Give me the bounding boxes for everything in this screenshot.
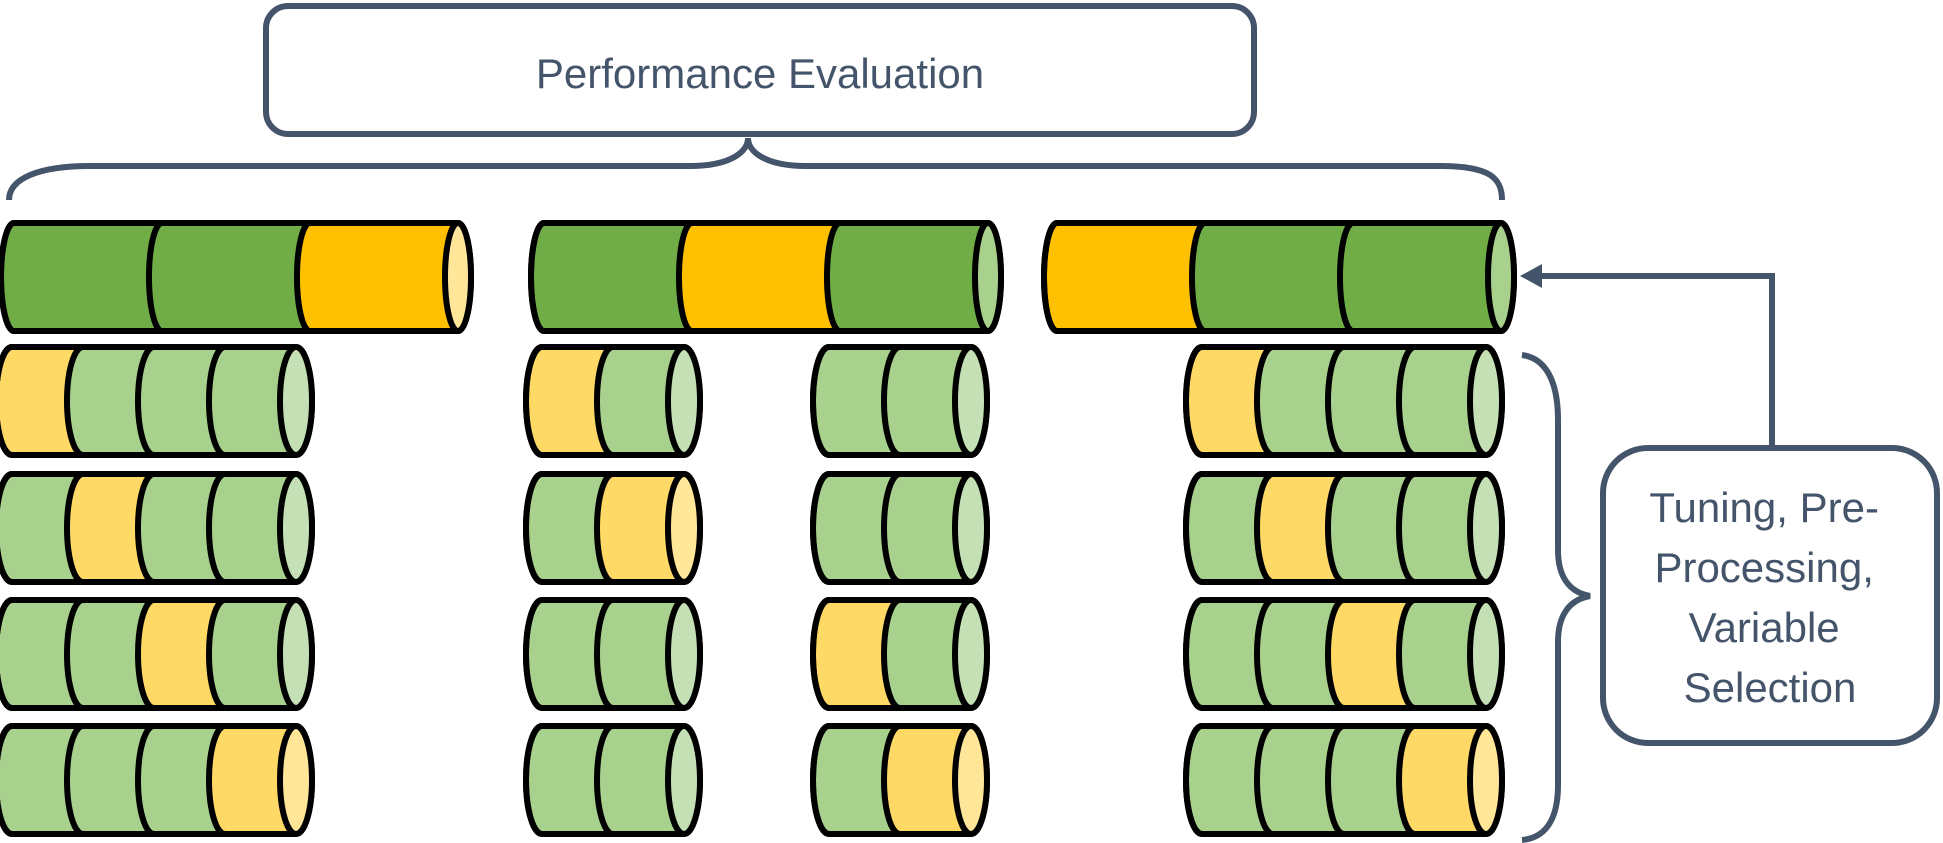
inner-fold-1-row-4	[0, 723, 315, 837]
inner-fold-2-row-2-end-cap	[665, 471, 703, 585]
inner-fold-4-row-1-left-edge	[1183, 344, 1203, 458]
inner-fold-1-row-4-left-edge	[0, 723, 13, 837]
feedback-arrow-line	[1538, 273, 1775, 448]
outer-fold-2-end-cap	[972, 220, 1004, 334]
inner-fold-3-row-2-left-edge	[810, 471, 830, 585]
inner-fold-2-row-1-end-cap	[665, 344, 703, 458]
outer-fold-1-left-edge	[0, 220, 15, 334]
inner-fold-4-row-2-end-cap	[1467, 471, 1505, 585]
outer-fold-3	[1041, 220, 1517, 334]
inner-fold-2-row-4-end-cap	[665, 723, 703, 837]
tuning-label-line-4: Selection	[1684, 664, 1857, 711]
right-curly-brace	[1521, 352, 1591, 843]
outer-fold-1-end-cap	[442, 220, 474, 334]
inner-fold-3-row-3	[810, 597, 990, 711]
inner-fold-3-row-2-end-cap	[952, 471, 990, 585]
outer-fold-2	[528, 220, 1004, 334]
inner-fold-2-row-3-left-edge	[523, 597, 543, 711]
inner-fold-4-row-1-end-cap	[1467, 344, 1505, 458]
inner-fold-1-row-2-end-cap	[277, 471, 315, 585]
inner-fold-1-row-4-end-cap	[277, 723, 315, 837]
inner-fold-3-row-3-left-edge	[810, 597, 830, 711]
outer-fold-1	[0, 220, 474, 334]
feedback-arrow-head	[1520, 264, 1542, 288]
inner-fold-2-row-1-left-edge	[523, 344, 543, 458]
inner-fold-3-row-3-end-cap	[952, 597, 990, 711]
inner-fold-2-row-4-left-edge	[523, 723, 543, 837]
tuning-label-line-3: Variable	[1689, 604, 1840, 651]
inner-fold-1-row-2	[0, 471, 315, 585]
tuning-label-line-2: Processing,	[1654, 544, 1873, 591]
inner-fold-3-row-4-left-edge	[810, 723, 830, 837]
inner-fold-1-row-1	[0, 344, 315, 458]
inner-fold-4-row-4-left-edge	[1183, 723, 1203, 837]
inner-fold-4-row-2	[1183, 471, 1505, 585]
inner-fold-4-row-3-left-edge	[1183, 597, 1203, 711]
performance-evaluation-box	[263, 3, 1257, 137]
inner-fold-1-row-1-left-edge	[0, 344, 13, 458]
inner-fold-4-row-4	[1183, 723, 1505, 837]
inner-fold-2-row-3-end-cap	[665, 597, 703, 711]
inner-fold-1-row-2-left-edge	[0, 471, 13, 585]
inner-fold-2-row-2-left-edge	[523, 471, 543, 585]
tuning-label: Tuning, Pre- Processing, Variable Select…	[1649, 484, 1890, 711]
inner-fold-4-row-4-end-cap	[1467, 723, 1505, 837]
inner-fold-1-row-3-left-edge	[0, 597, 13, 711]
tuning-label-line-1: Tuning, Pre-	[1649, 484, 1879, 531]
top-curly-brace	[6, 137, 1505, 201]
inner-fold-4-row-1	[1183, 344, 1505, 458]
inner-fold-2-row-3	[523, 597, 703, 711]
inner-fold-1-row-3-end-cap	[277, 597, 315, 711]
inner-fold-3-row-4-end-cap	[952, 723, 990, 837]
outer-fold-2-left-edge	[528, 220, 545, 334]
inner-fold-4-row-3	[1183, 597, 1505, 711]
inner-fold-3-row-1-end-cap	[952, 344, 990, 458]
performance-evaluation-label: Performance Evaluation	[536, 50, 984, 97]
outer-fold-3-left-edge	[1041, 220, 1058, 334]
outer-fold-3-end-cap	[1485, 220, 1517, 334]
inner-fold-4-row-3-end-cap	[1467, 597, 1505, 711]
inner-fold-4-row-2-left-edge	[1183, 471, 1203, 585]
inner-fold-2-row-2	[523, 471, 703, 585]
inner-fold-3-row-1-left-edge	[810, 344, 830, 458]
inner-fold-3-row-4	[810, 723, 990, 837]
inner-fold-1-row-3	[0, 597, 315, 711]
inner-fold-2-row-4	[523, 723, 703, 837]
inner-fold-1-row-1-end-cap	[277, 344, 315, 458]
cylinder-group	[0, 220, 1517, 837]
inner-fold-3-row-2	[810, 471, 990, 585]
inner-fold-2-row-1	[523, 344, 703, 458]
inner-fold-3-row-1	[810, 344, 990, 458]
